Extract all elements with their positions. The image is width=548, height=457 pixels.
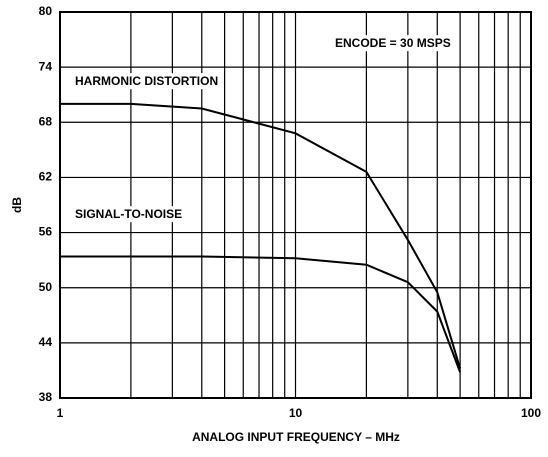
label-background	[72, 206, 186, 223]
y-tick-label: 50	[39, 280, 53, 294]
label-background	[332, 35, 454, 52]
y-tick-label: 56	[39, 225, 53, 239]
y-tick-label: 44	[39, 335, 53, 349]
y-tick-label: 80	[39, 4, 53, 18]
label-background	[72, 73, 222, 90]
y-tick-label: 62	[39, 170, 53, 184]
x-tick-label: 10	[289, 406, 303, 420]
series-line	[60, 255, 462, 373]
y-tick-label: 68	[39, 114, 53, 128]
series-label: SIGNAL-TO-NOISE	[75, 207, 182, 221]
series-label: HARMONIC DISTORTION	[75, 74, 218, 88]
y-axis-label: dB	[10, 197, 24, 213]
y-tick-label: 38	[39, 390, 53, 404]
x-axis-label: ANALOG INPUT FREQUENCY – MHz	[192, 430, 400, 444]
series-line	[60, 102, 462, 369]
x-tick-label: 100	[521, 406, 541, 420]
plot-frame	[59, 11, 532, 399]
x-tick-label: 1	[57, 406, 64, 420]
y-tick-label: 74	[39, 59, 53, 73]
encode-label: ENCODE = 30 MSPS	[335, 36, 451, 50]
